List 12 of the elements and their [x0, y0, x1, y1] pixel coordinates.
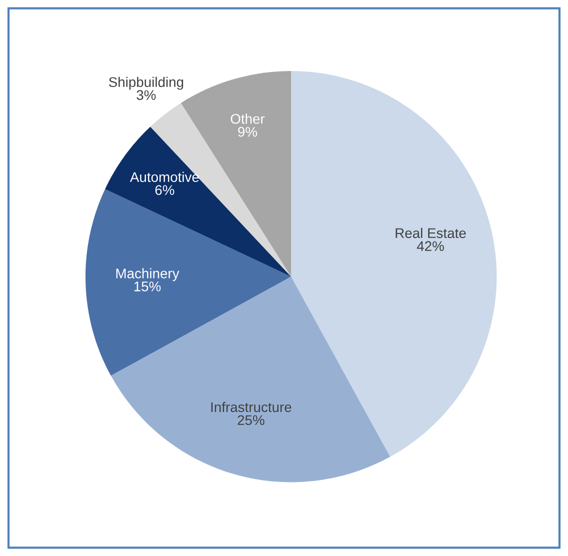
data-label: 3%	[136, 90, 156, 100]
slice-label: Machinery	[116, 268, 180, 282]
data-label: 6%	[155, 185, 174, 195]
data-label: 25%	[238, 415, 264, 426]
pie-slice	[291, 70, 497, 457]
data-label: 15%	[134, 282, 161, 292]
slice-label: Infrastructure	[211, 402, 292, 412]
slice-label: Other	[230, 114, 265, 124]
slice-label: Shipbuilding	[108, 76, 184, 90]
data-label: 9%	[238, 126, 258, 137]
slice-label: Real Estate	[396, 228, 466, 238]
data-label: 42%	[416, 241, 444, 251]
